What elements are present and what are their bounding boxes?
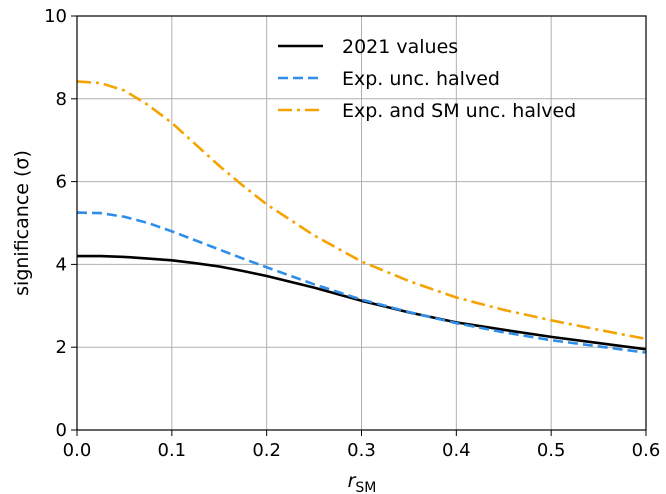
y-tick-label: 0 [56, 420, 67, 441]
legend-label-2: Exp. unc. halved [342, 68, 500, 90]
y-tick-label: 8 [56, 89, 67, 110]
x-axis-title-subscript: SM [355, 480, 376, 494]
legend-label-3: Exp. and SM unc. halved [342, 100, 576, 122]
x-tick-label: 0.1 [158, 440, 187, 461]
legend-label-1: 2021 values [342, 36, 458, 58]
legend: 2021 values Exp. unc. halved Exp. and SM u… [278, 36, 576, 122]
x-tick-label: 0.2 [252, 440, 281, 461]
y-tick-label: 2 [56, 337, 67, 358]
y-axis-title: significance (σ) [11, 150, 33, 296]
x-tick-label: 0.0 [63, 440, 92, 461]
y-tick-label: 6 [56, 172, 67, 193]
x-tick-label: 0.5 [537, 440, 566, 461]
x-tick-label: 0.3 [347, 440, 376, 461]
series-lines [76, 80, 647, 354]
series-line-3 [76, 80, 647, 341]
x-axis-title: rSM [348, 470, 377, 494]
x-tick-label: 0.4 [442, 440, 471, 461]
ticks: 0.0 0.1 0.2 0.3 0.4 0.5 0.6 0 2 4 6 8 10 [44, 6, 660, 461]
y-tick-label: 4 [56, 254, 67, 275]
y-tick-label: 10 [44, 6, 67, 27]
x-tick-label: 0.6 [632, 440, 661, 461]
x-axis-title-main: r [348, 470, 357, 492]
series-line-2 [76, 211, 647, 354]
series-line-1 [77, 254, 647, 351]
